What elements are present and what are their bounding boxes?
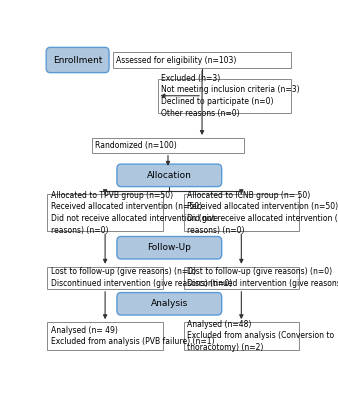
FancyBboxPatch shape (92, 138, 244, 153)
Text: Allocated to TPVB group (n=50)
Received allocated intervention (n=50)
Did not re: Allocated to TPVB group (n=50) Received … (51, 190, 218, 235)
Text: Lost to follow-up (give reasons) (n=0)
Discontinued intervention (give reasons) : Lost to follow-up (give reasons) (n=0) D… (187, 267, 338, 288)
Text: Follow-Up: Follow-Up (147, 243, 191, 252)
FancyBboxPatch shape (184, 267, 299, 289)
Text: Assessed for eligibility (n=103): Assessed for eligibility (n=103) (116, 56, 237, 64)
Text: Allocated to ICNB group (n= 50)
Received allocated intervention (n=50)
Did not r: Allocated to ICNB group (n= 50) Received… (187, 190, 338, 235)
Text: Randomized (n=100): Randomized (n=100) (95, 141, 177, 150)
FancyBboxPatch shape (117, 236, 222, 259)
FancyBboxPatch shape (117, 164, 222, 186)
FancyBboxPatch shape (47, 267, 163, 289)
FancyBboxPatch shape (184, 322, 299, 350)
Text: Excluded (n=3)
Not meeting inclusion criteria (n=3)
Declined to participate (n=0: Excluded (n=3) Not meeting inclusion cri… (161, 74, 299, 118)
Text: Analysed (n=48)
Excluded from analysis (Conversion to
thoracotomy) (n=2): Analysed (n=48) Excluded from analysis (… (187, 320, 334, 352)
Text: Analysis: Analysis (151, 299, 188, 308)
FancyBboxPatch shape (46, 47, 109, 73)
FancyBboxPatch shape (47, 322, 163, 350)
Text: Allocation: Allocation (147, 171, 192, 180)
FancyBboxPatch shape (184, 194, 299, 231)
FancyBboxPatch shape (47, 194, 163, 231)
FancyBboxPatch shape (113, 52, 291, 68)
Text: Analysed (n= 49)
Excluded from analysis (PVB failure) (n=1): Analysed (n= 49) Excluded from analysis … (51, 326, 214, 346)
Text: Lost to follow-up (give reasons) (n=0)
Discontinued intervention (give reasons) : Lost to follow-up (give reasons) (n=0) D… (51, 267, 232, 288)
FancyBboxPatch shape (158, 79, 291, 113)
Text: Enrollment: Enrollment (53, 56, 102, 64)
FancyBboxPatch shape (117, 292, 222, 315)
